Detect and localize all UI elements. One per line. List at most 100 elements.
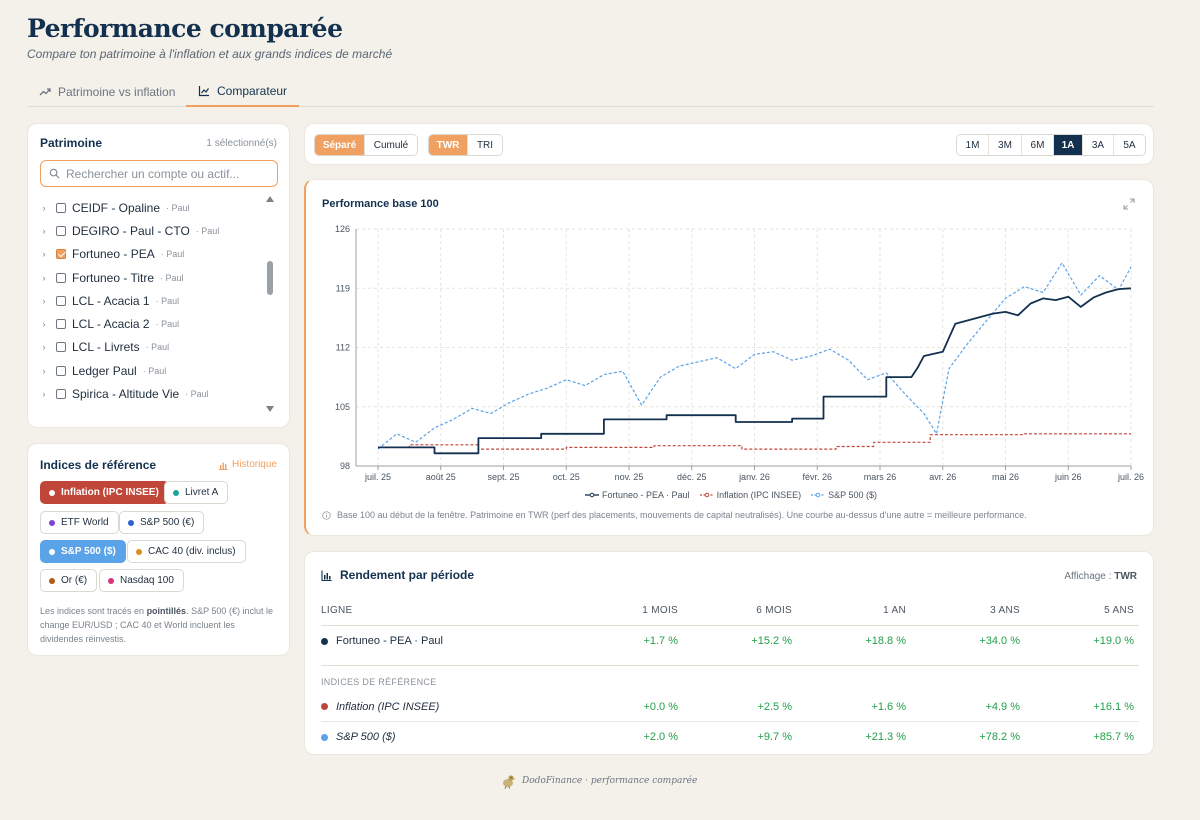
section-label: INDICES DE RÉFÉRENCE <box>321 677 437 687</box>
account-name: Ledger Paul <box>72 363 137 378</box>
note-prefix: Les indices sont tracés en <box>40 606 147 616</box>
table-row: Inflation (IPC INSEE) +0.0 % +2.5 % +1.6 % +… <box>321 692 1139 722</box>
account-name: Spirica - Altitude Vie <box>72 387 180 402</box>
display-label: Affichage : <box>1064 571 1115 582</box>
toggle-option[interactable]: 1M <box>957 135 989 155</box>
x-tick-label: juil. 26 <box>1117 472 1144 482</box>
y-tick-label: 105 <box>335 402 350 412</box>
legend-swatch <box>811 492 826 498</box>
row-name: Inflation (IPC INSEE) <box>336 700 440 713</box>
account-row[interactable]: › Spirica - Altitude Vie · Paul <box>38 382 272 404</box>
expand-icon[interactable] <box>1123 198 1135 210</box>
account-row[interactable]: › CEIDF - Opaline · Paul <box>38 196 272 219</box>
chevron-right-icon[interactable]: › <box>42 295 46 306</box>
legend-label: S&P 500 ($) <box>828 490 877 500</box>
row-name: Fortuneo - PEA · Paul <box>336 635 443 647</box>
toggle-option[interactable]: 1A <box>1054 135 1083 155</box>
x-tick-label: oct. 25 <box>553 472 580 482</box>
search-box[interactable] <box>40 160 278 187</box>
row-label: Inflation (IPC INSEE) <box>321 701 439 713</box>
return-cell: +9.7 % <box>757 731 792 743</box>
account-checkbox[interactable] <box>56 319 66 330</box>
account-row[interactable]: › LCL - Acacia 1 · Paul <box>38 289 272 312</box>
account-owner: · Paul <box>145 342 170 353</box>
display-mode: Affichage : TWR <box>1064 571 1137 582</box>
chevron-right-icon[interactable]: › <box>42 389 46 400</box>
index-chip[interactable]: Livret A <box>164 481 229 504</box>
toggle-option[interactable]: Cumulé <box>365 135 417 155</box>
index-chip[interactable]: Or (€) <box>40 569 98 592</box>
account-checkbox[interactable] <box>56 342 66 353</box>
x-tick-label: sept. 25 <box>487 472 519 482</box>
account-scrollbar[interactable] <box>266 196 274 412</box>
chevron-right-icon[interactable]: › <box>42 365 46 376</box>
dodo-logo-icon <box>503 775 516 789</box>
account-checkbox[interactable] <box>56 249 66 260</box>
return-cell: +85.7 % <box>1093 731 1134 743</box>
account-row[interactable]: › DEGIRO - Paul - CTO · Paul <box>38 219 272 242</box>
patrimoine-title: Patrimoine <box>40 136 103 150</box>
scroll-thumb[interactable] <box>267 261 273 295</box>
toggle-option[interactable]: TWR <box>429 135 468 155</box>
x-tick-label: nov. 25 <box>615 472 644 482</box>
account-row[interactable]: › Ledger Paul · Paul <box>38 359 272 382</box>
index-chip[interactable]: S&P 500 ($) <box>40 540 126 563</box>
toggle-option[interactable]: 6M <box>1022 135 1054 155</box>
toggle-option[interactable]: 3M <box>989 135 1022 155</box>
account-row[interactable]: › LCL - Acacia 2 · Paul <box>38 312 272 335</box>
search-input[interactable] <box>66 166 266 181</box>
index-chip[interactable]: Nasdaq 100 <box>99 569 184 592</box>
chevron-right-icon[interactable]: › <box>42 272 46 283</box>
toggle-option[interactable]: TRI <box>468 135 502 155</box>
index-chip[interactable]: ETF World <box>40 511 119 534</box>
account-row[interactable]: › Fortuneo - Titre · Paul <box>38 266 272 289</box>
legend-item[interactable]: Fortuneo - PEA · Paul <box>585 490 690 500</box>
index-color-dot <box>49 489 55 496</box>
x-tick-label: juin 26 <box>1054 472 1082 482</box>
historique-link[interactable]: Historique <box>218 459 277 470</box>
return-cell: +0.0 % <box>643 700 678 713</box>
account-checkbox[interactable] <box>56 295 66 306</box>
legend-item[interactable]: Inflation (IPC INSEE) <box>699 490 801 500</box>
return-cell: +18.8 % <box>865 635 906 647</box>
index-chip[interactable]: S&P 500 (€) <box>119 511 205 534</box>
account-checkbox[interactable] <box>56 365 66 376</box>
account-checkbox[interactable] <box>56 272 66 283</box>
column-header: 1 AN <box>883 605 906 616</box>
account-owner: · Paul <box>142 365 167 376</box>
chevron-right-icon[interactable]: › <box>42 202 46 213</box>
index-chip-label: Nasdaq 100 <box>120 575 174 586</box>
account-checkbox[interactable] <box>56 202 66 213</box>
index-chip[interactable]: CAC 40 (div. inclus) <box>127 540 246 563</box>
toggle-option[interactable]: Séparé <box>315 135 365 155</box>
note-bold: pointillés <box>146 606 187 616</box>
account-row[interactable]: › LCL - Livrets · Paul <box>38 336 272 359</box>
display-value: TWR <box>1114 571 1137 582</box>
chevron-right-icon[interactable]: › <box>42 225 46 236</box>
return-cell: +21.3 % <box>865 731 906 743</box>
column-header: 1 MOIS <box>642 605 678 616</box>
index-chip-label: Inflation (IPC INSEE) <box>61 487 159 498</box>
toggle-option[interactable]: 3A <box>1083 135 1114 155</box>
legend-item[interactable]: S&P 500 ($) <box>811 490 877 500</box>
account-row[interactable]: › Fortuneo - PEA · Paul <box>38 243 272 266</box>
toggle-option[interactable]: 5A <box>1114 135 1145 155</box>
indices-note: Les indices sont tracés en pointillés. S… <box>40 604 280 646</box>
scroll-down-arrow[interactable] <box>266 406 274 412</box>
chevron-right-icon[interactable]: › <box>42 342 46 353</box>
account-checkbox[interactable] <box>56 389 66 400</box>
search-icon <box>49 168 60 179</box>
tab-comparateur[interactable]: Comparateur <box>186 76 300 107</box>
account-checkbox[interactable] <box>56 225 66 236</box>
trending-up-icon <box>39 87 51 95</box>
chart-note-text: Base 100 au début de la fenêtre. Patrimo… <box>337 510 1027 520</box>
index-chip[interactable]: Inflation (IPC INSEE) <box>40 481 169 504</box>
chevron-right-icon[interactable]: › <box>42 319 46 330</box>
scroll-up-arrow[interactable] <box>266 196 274 202</box>
index-color-dot <box>108 577 114 584</box>
chevron-right-icon[interactable]: › <box>42 249 46 260</box>
x-tick-label: avr. 26 <box>929 472 956 482</box>
tab-bar: Patrimoine vs inflation Comparateur <box>27 76 1154 107</box>
tab-patrimoine-vs-inflation[interactable]: Patrimoine vs inflation <box>39 76 175 107</box>
row-color-dot <box>321 703 328 710</box>
